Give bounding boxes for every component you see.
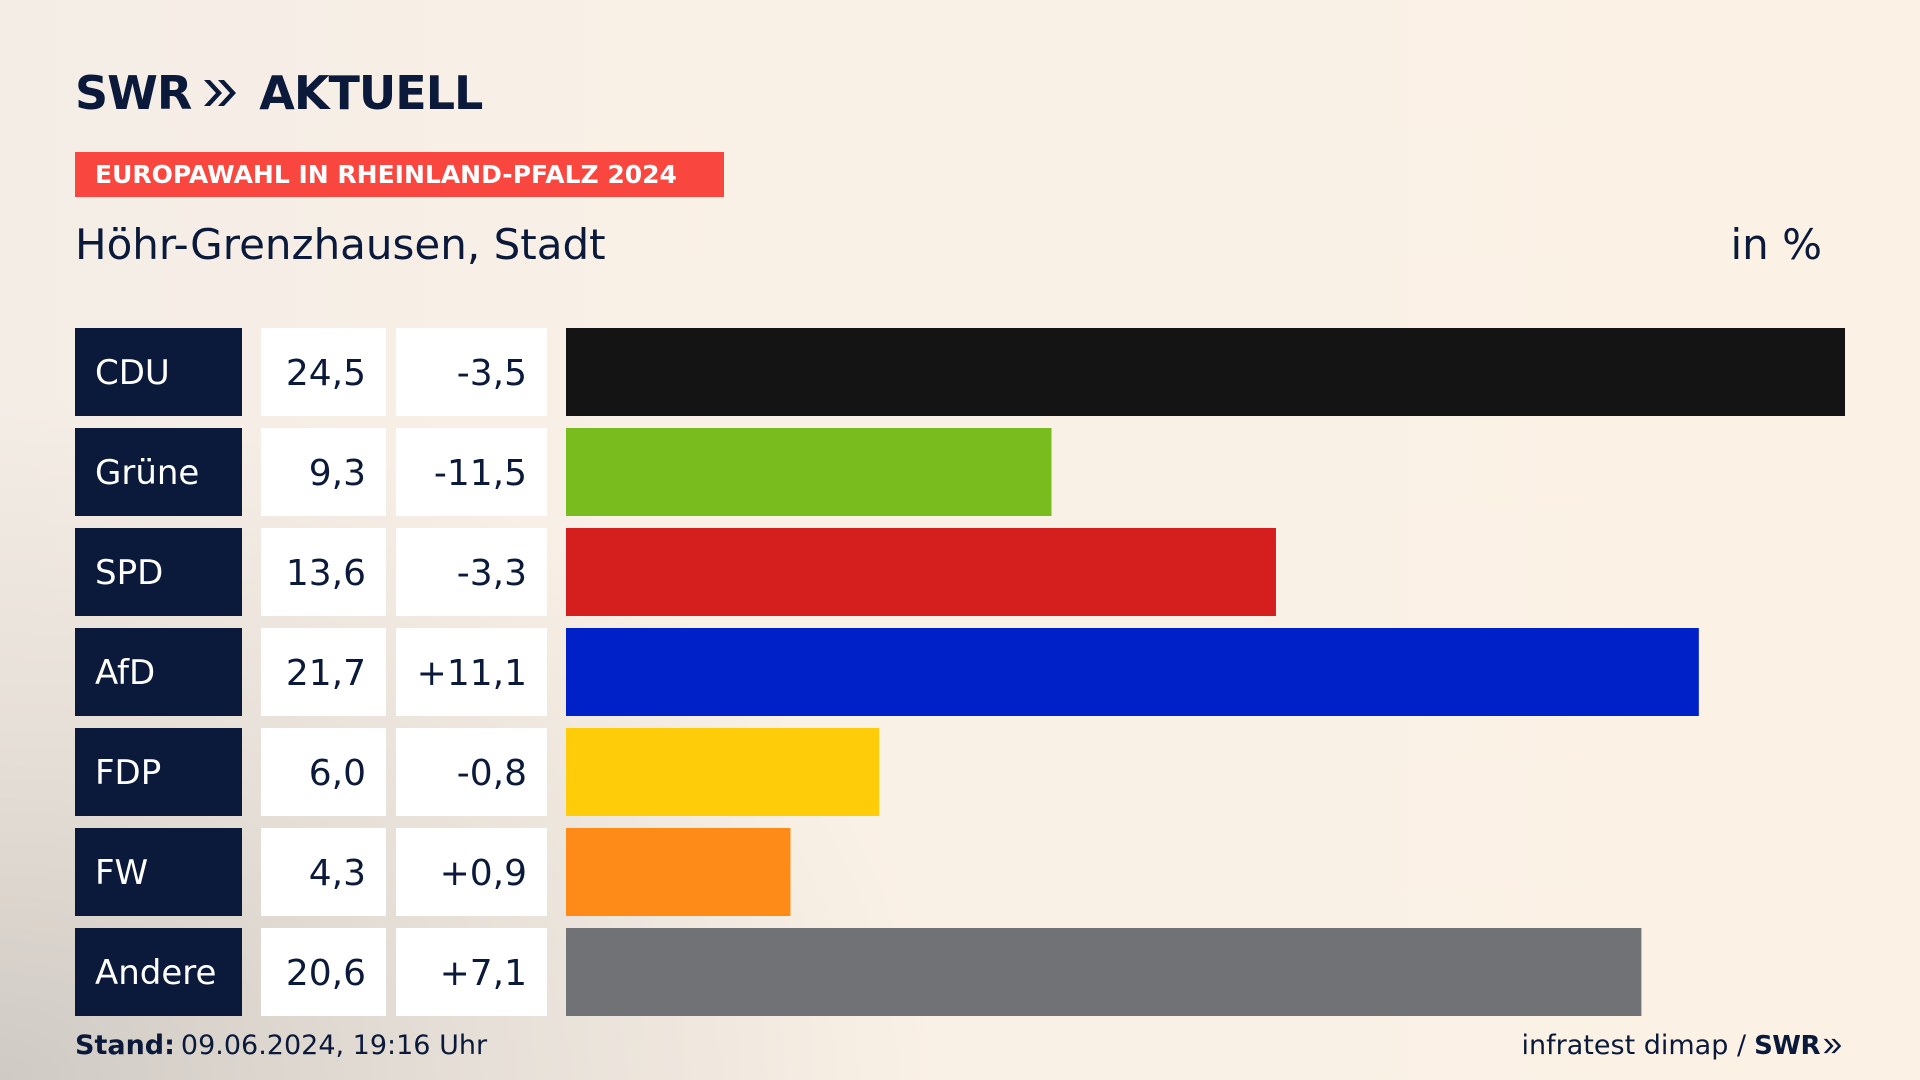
result-bar bbox=[566, 728, 880, 816]
vote-share-cell bbox=[261, 628, 386, 716]
result-bar bbox=[566, 428, 1052, 516]
result-bar bbox=[566, 828, 791, 916]
party-name-cell bbox=[75, 528, 242, 616]
stand-value: 09.06.2024, 19:16 Uhr bbox=[180, 1030, 488, 1061]
vote-share-cell bbox=[261, 528, 386, 616]
vote-share-label: 9,3 bbox=[309, 453, 366, 494]
party-name-cell bbox=[75, 728, 242, 816]
chart-row: Grüne 9,3 -11,5 bbox=[75, 428, 1052, 516]
vote-share-cell bbox=[261, 328, 386, 416]
double-chevron-icon bbox=[204, 80, 237, 106]
change-cell bbox=[396, 728, 547, 816]
party-name-label: Grüne bbox=[95, 453, 199, 493]
change-cell bbox=[396, 328, 547, 416]
vote-share-cell bbox=[261, 728, 386, 816]
vote-share-cell bbox=[261, 828, 386, 916]
result-bar bbox=[566, 628, 1699, 716]
logo-swr-text: SWR bbox=[75, 66, 192, 120]
footer-swr-text: SWR bbox=[1754, 1030, 1820, 1061]
chart-row: SPD 13,6 -3,3 bbox=[75, 528, 1276, 616]
chart-row: Andere 20,6 +7,1 bbox=[75, 928, 1642, 1016]
region-title: Höhr-Grenzhausen, Stadt bbox=[75, 220, 606, 269]
double-chevron-icon bbox=[1823, 1038, 1842, 1053]
change-label: +0,9 bbox=[440, 853, 527, 894]
vote-share-label: 6,0 bbox=[309, 753, 366, 794]
party-name-cell bbox=[75, 828, 242, 916]
party-name-label: FW bbox=[95, 853, 148, 893]
chart-row: FDP 6,0 -0,8 bbox=[75, 728, 880, 816]
vote-share-cell bbox=[261, 428, 386, 516]
change-cell bbox=[396, 928, 547, 1016]
change-label: -3,3 bbox=[457, 553, 527, 594]
change-cell bbox=[396, 428, 547, 516]
change-label: +7,1 bbox=[440, 953, 527, 994]
vote-share-cell bbox=[261, 928, 386, 1016]
election-label: EUROPAWAHL IN RHEINLAND-PFALZ 2024 bbox=[75, 152, 724, 197]
footer-source: infratest dimap / SWR bbox=[1522, 1030, 1844, 1061]
vote-share-label: 13,6 bbox=[286, 553, 366, 594]
change-label: -0,8 bbox=[457, 753, 527, 794]
party-name-cell bbox=[75, 628, 242, 716]
chart-row: AfD 21,7 +11,1 bbox=[75, 628, 1699, 716]
vote-share-label: 21,7 bbox=[286, 653, 366, 694]
change-label: -3,5 bbox=[457, 353, 527, 394]
party-name-cell bbox=[75, 428, 242, 516]
chart-row: FW 4,3 +0,9 bbox=[75, 828, 791, 916]
unit-label: in % bbox=[1730, 220, 1822, 269]
change-label: +11,1 bbox=[417, 653, 527, 694]
footer-timestamp: Stand: 09.06.2024, 19:16 Uhr bbox=[75, 1030, 487, 1061]
party-name-label: FDP bbox=[95, 753, 161, 793]
change-cell bbox=[396, 628, 547, 716]
footer-swr-logo: SWR bbox=[1754, 1031, 1844, 1061]
change-label: -11,5 bbox=[434, 453, 527, 494]
result-bar bbox=[566, 328, 1845, 416]
result-bar bbox=[566, 928, 1642, 1016]
result-bar bbox=[566, 528, 1276, 616]
party-name-label: Andere bbox=[95, 953, 216, 993]
party-name-label: CDU bbox=[95, 353, 170, 393]
change-cell bbox=[396, 528, 547, 616]
vote-share-label: 24,5 bbox=[286, 353, 366, 394]
source-text: infratest dimap / bbox=[1521, 1030, 1747, 1061]
party-name-cell bbox=[75, 328, 242, 416]
swr-aktuell-logo: SWR AKTUELL bbox=[75, 66, 483, 120]
logo-aktuell-text: AKTUELL bbox=[259, 66, 483, 120]
vote-share-label: 20,6 bbox=[286, 953, 366, 994]
stand-label: Stand: bbox=[75, 1030, 175, 1061]
change-cell bbox=[396, 828, 547, 916]
party-name-cell bbox=[75, 928, 242, 1016]
party-name-label: SPD bbox=[95, 553, 163, 593]
vote-share-label: 4,3 bbox=[309, 853, 366, 894]
party-name-label: AfD bbox=[95, 653, 155, 693]
chart-row: CDU 24,5 -3,5 bbox=[75, 328, 1845, 416]
